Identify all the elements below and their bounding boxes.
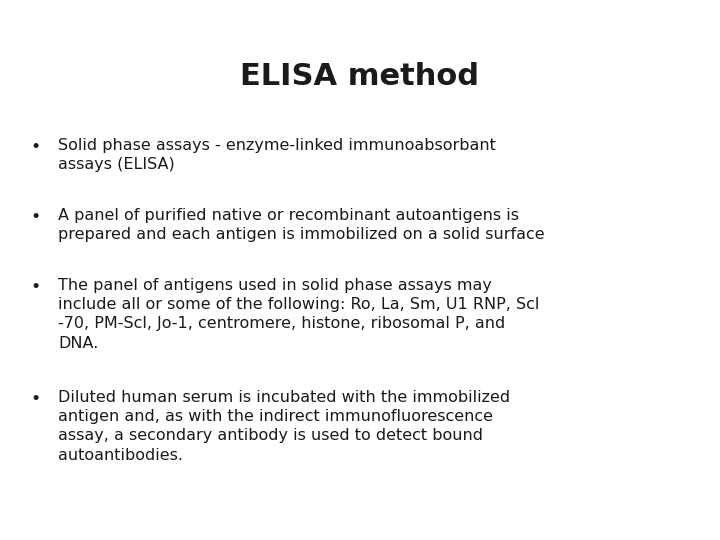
Text: Diluted human serum is incubated with the immobilized
antigen and, as with the i: Diluted human serum is incubated with th… [58, 390, 510, 463]
Text: •: • [30, 208, 40, 226]
Text: The panel of antigens used in solid phase assays may
include all or some of the : The panel of antigens used in solid phas… [58, 278, 539, 350]
Text: ELISA method: ELISA method [240, 62, 480, 91]
Text: Solid phase assays - enzyme-linked immunoabsorbant
assays (ELISA): Solid phase assays - enzyme-linked immun… [58, 138, 496, 172]
Text: •: • [30, 390, 40, 408]
Text: •: • [30, 278, 40, 296]
Text: A panel of purified native or recombinant autoantigens is
prepared and each anti: A panel of purified native or recombinan… [58, 208, 544, 242]
Text: •: • [30, 138, 40, 156]
